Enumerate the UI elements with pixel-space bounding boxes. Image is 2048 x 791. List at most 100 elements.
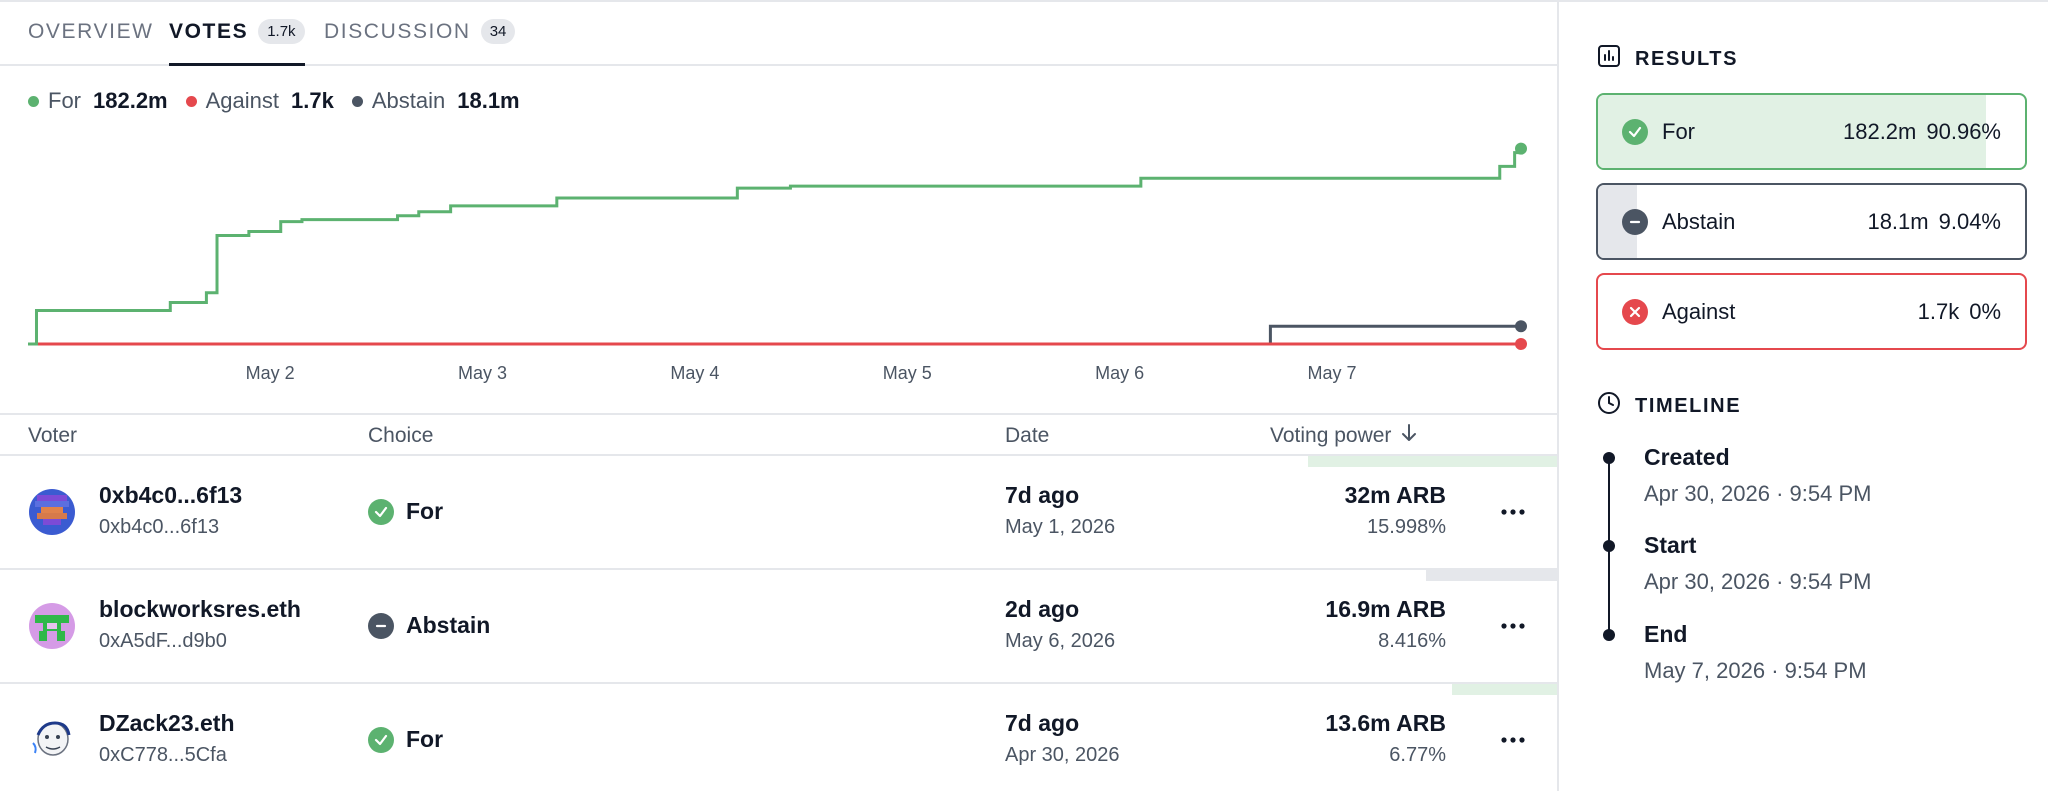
tab-overview-label: OVERVIEW bbox=[28, 20, 154, 43]
voter-address: 0xA5dF...d9b0 bbox=[99, 630, 227, 652]
x-tick-label: May 4 bbox=[670, 363, 719, 383]
result-for[interactable]: For 182.2m 90.96% bbox=[1596, 93, 2027, 170]
votes-table-header: Voter Choice Date Voting power bbox=[0, 413, 1557, 456]
voting-power-percent: 6.77% bbox=[1389, 744, 1446, 766]
result-against-label: Against bbox=[1662, 298, 1736, 324]
result-for-percent: 90.96% bbox=[1926, 118, 2001, 144]
clock-icon bbox=[1597, 391, 1621, 421]
legend-label-against: Against bbox=[205, 88, 280, 113]
table-row[interactable]: DZack23.eth 0xC778...5Cfa For 7d ago Apr… bbox=[0, 684, 1557, 791]
x-tick-label: May 2 bbox=[246, 363, 295, 383]
voting-power-bar bbox=[1425, 570, 1557, 581]
votes-panel: OVERVIEW VOTES 1.7k DISCUSSION 34 For 18… bbox=[0, 19, 1557, 791]
x-tick-label: May 6 bbox=[1095, 363, 1144, 383]
voting-power-bar bbox=[1451, 684, 1557, 695]
chart-legend: For 182.2m Against 1.7k Abstain 18.1m bbox=[28, 88, 538, 114]
results-title: RESULTS bbox=[1635, 47, 1739, 70]
vote-date-relative: 7d ago bbox=[1005, 710, 1080, 736]
vote-choice-label: For bbox=[406, 726, 444, 752]
results-sidebar: RESULTS For 182.2m 90.96% Abstain 18.1m … bbox=[1557, 0, 2048, 791]
voter-name[interactable]: DZack23.eth bbox=[99, 710, 235, 736]
voting-power-percent: 15.998% bbox=[1367, 516, 1446, 538]
result-abstain-percent: 9.04% bbox=[1938, 208, 2001, 234]
result-for-fill bbox=[1598, 95, 1987, 168]
ellipsis-icon bbox=[1501, 623, 1525, 629]
timeline-date-end: May 7, 2026 · 9:54 PM bbox=[1644, 658, 1867, 683]
legend-label-abstain: Abstain bbox=[371, 88, 446, 113]
timeline-date-created: Apr 30, 2026 · 9:54 PM bbox=[1644, 481, 1872, 506]
avatar bbox=[29, 717, 75, 763]
top-border bbox=[0, 0, 2048, 3]
check-circle-icon bbox=[368, 726, 394, 753]
result-against-votes: 1.7k bbox=[1917, 298, 1960, 324]
ellipsis-icon bbox=[1501, 737, 1525, 743]
tab-votes[interactable]: VOTES 1.7k bbox=[169, 19, 305, 66]
result-against-percent: 0% bbox=[1969, 298, 2001, 324]
vote-date-relative: 2d ago bbox=[1005, 596, 1080, 622]
minus-circle-icon bbox=[1622, 208, 1648, 235]
avatar bbox=[29, 603, 75, 649]
voter-name[interactable]: 0xb4c0...6f13 bbox=[99, 482, 243, 508]
legend-dot-abstain bbox=[351, 95, 363, 107]
timeline-label-end: End bbox=[1644, 621, 1688, 647]
header-voting-power[interactable]: Voting power bbox=[1270, 424, 1417, 448]
tab-discussion-count: 34 bbox=[480, 19, 516, 44]
legend-dot-against bbox=[185, 95, 197, 107]
vote-date: May 1, 2026 bbox=[1005, 516, 1116, 538]
voter-address: 0xb4c0...6f13 bbox=[99, 516, 220, 538]
vote-date-relative: 7d ago bbox=[1005, 482, 1080, 508]
ellipsis-icon bbox=[1501, 509, 1525, 515]
legend-value-against: 1.7k bbox=[291, 88, 334, 113]
voting-power: 16.9m ARB bbox=[1325, 596, 1446, 622]
votes-chart: May 2 May 3 May 4 May 5 May 6 May 7 bbox=[28, 142, 1527, 383]
series-end-point-abstain bbox=[1515, 320, 1527, 333]
legend-value-for: 182.2m bbox=[93, 88, 168, 113]
series-end-point-against bbox=[1515, 338, 1527, 350]
vote-date: Apr 30, 2026 bbox=[1005, 744, 1120, 766]
tab-discussion[interactable]: DISCUSSION 34 bbox=[324, 19, 516, 66]
legend-item-for: For 182.2m bbox=[28, 88, 168, 114]
more-options-button[interactable] bbox=[1496, 497, 1530, 527]
x-tick-label: May 5 bbox=[883, 363, 932, 383]
more-options-button[interactable] bbox=[1496, 725, 1530, 755]
x-tick-label: May 7 bbox=[1307, 363, 1356, 383]
tab-overview[interactable]: OVERVIEW bbox=[28, 20, 154, 66]
voting-power-percent: 8.416% bbox=[1378, 630, 1446, 652]
tab-discussion-label: DISCUSSION bbox=[324, 20, 471, 43]
result-abstain[interactable]: Abstain 18.1m 9.04% bbox=[1596, 183, 2027, 260]
series-line-abstain bbox=[28, 324, 1521, 346]
tab-votes-label: VOTES bbox=[169, 20, 249, 43]
timeline-title: TIMELINE bbox=[1635, 394, 1742, 417]
timeline-date-start: Apr 30, 2026 · 9:54 PM bbox=[1644, 569, 1872, 594]
bar-chart-icon bbox=[1597, 44, 1621, 74]
timeline-dot-start bbox=[1603, 540, 1615, 552]
result-for-votes: 182.2m bbox=[1842, 118, 1917, 144]
result-abstain-label: Abstain bbox=[1662, 208, 1736, 234]
series-end-point-for bbox=[1515, 142, 1527, 155]
voter-name[interactable]: blockworksres.eth bbox=[99, 596, 301, 622]
timeline-label-created: Created bbox=[1644, 444, 1730, 470]
legend-value-abstain: 18.1m bbox=[457, 88, 520, 113]
legend-label-for: For bbox=[48, 88, 81, 113]
header-date: Date bbox=[1005, 424, 1050, 447]
results-heading: RESULTS bbox=[1597, 44, 1738, 74]
voting-power: 32m ARB bbox=[1344, 482, 1446, 508]
x-circle-icon bbox=[1622, 298, 1648, 325]
arrow-down-icon bbox=[1401, 424, 1417, 448]
table-row[interactable]: 0xb4c0...6f13 0xb4c0...6f13 For 7d ago M… bbox=[0, 456, 1557, 570]
header-voter: Voter bbox=[28, 424, 78, 447]
voting-power: 13.6m ARB bbox=[1325, 710, 1446, 736]
vote-choice: For bbox=[368, 498, 443, 525]
result-against[interactable]: Against 1.7k 0% bbox=[1596, 273, 2027, 350]
timeline-heading: TIMELINE bbox=[1597, 391, 1741, 421]
voting-power-bar bbox=[1307, 456, 1557, 467]
vote-date: May 6, 2026 bbox=[1005, 630, 1116, 652]
more-options-button[interactable] bbox=[1496, 611, 1530, 641]
header-choice: Choice bbox=[368, 424, 434, 447]
vote-choice-label: For bbox=[406, 498, 444, 524]
vote-choice: For bbox=[368, 726, 443, 753]
table-row[interactable]: blockworksres.eth 0xA5dF...d9b0 Abstain … bbox=[0, 570, 1557, 684]
minus-circle-icon bbox=[368, 612, 394, 639]
timeline-dot-created bbox=[1603, 452, 1615, 464]
check-circle-icon bbox=[368, 498, 394, 525]
